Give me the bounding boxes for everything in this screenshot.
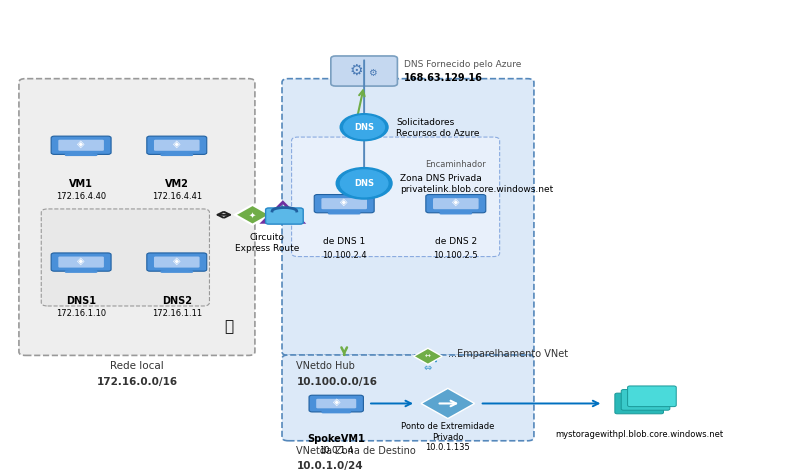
FancyBboxPatch shape (322, 411, 351, 413)
Text: DNS1: DNS1 (66, 296, 96, 306)
FancyBboxPatch shape (65, 153, 98, 156)
FancyBboxPatch shape (622, 390, 670, 410)
Text: Privado: Privado (432, 433, 463, 442)
FancyBboxPatch shape (426, 195, 486, 213)
Polygon shape (442, 211, 470, 213)
FancyBboxPatch shape (328, 212, 361, 214)
FancyBboxPatch shape (51, 253, 111, 271)
Text: Recursos do Azure: Recursos do Azure (396, 128, 479, 138)
Text: 10.0.1.0/24: 10.0.1.0/24 (296, 461, 363, 470)
Text: Encaminhador: Encaminhador (426, 160, 486, 169)
Text: VNetdo Hub: VNetdo Hub (296, 361, 355, 371)
FancyBboxPatch shape (154, 140, 199, 151)
Text: 168.63.129.16: 168.63.129.16 (404, 73, 483, 83)
Text: 172.16.4.41: 172.16.4.41 (152, 192, 202, 201)
FancyBboxPatch shape (291, 137, 500, 257)
Polygon shape (162, 269, 191, 271)
FancyBboxPatch shape (58, 140, 104, 151)
Polygon shape (414, 348, 442, 364)
Text: 🏢: 🏢 (224, 319, 233, 334)
Text: Solicitadores: Solicitadores (396, 118, 454, 127)
Text: VM1: VM1 (69, 179, 93, 189)
FancyBboxPatch shape (282, 78, 534, 355)
Polygon shape (66, 269, 95, 271)
Polygon shape (162, 153, 191, 154)
Text: 10.100.2.5: 10.100.2.5 (434, 251, 478, 260)
Text: de DNS 1: de DNS 1 (323, 237, 366, 246)
Circle shape (344, 116, 385, 139)
Text: 10.0.1.4: 10.0.1.4 (319, 446, 354, 455)
Polygon shape (330, 211, 358, 213)
Text: Ponto de Extremidade: Ponto de Extremidade (401, 423, 494, 431)
Text: ...Emparelhamento VNet: ...Emparelhamento VNet (448, 349, 568, 359)
Text: Express Route: Express Route (234, 244, 299, 253)
Text: 10.100.2.4: 10.100.2.4 (322, 251, 366, 260)
FancyBboxPatch shape (65, 270, 98, 273)
Text: ◈: ◈ (78, 139, 85, 149)
Text: ◈: ◈ (78, 255, 85, 265)
Text: VM2: VM2 (165, 179, 189, 189)
Text: ◈: ◈ (173, 255, 181, 265)
FancyBboxPatch shape (331, 56, 398, 86)
FancyBboxPatch shape (282, 355, 534, 441)
Text: ⚙: ⚙ (368, 68, 376, 78)
FancyBboxPatch shape (147, 136, 206, 154)
Text: ◈: ◈ (452, 197, 459, 207)
FancyBboxPatch shape (147, 253, 206, 271)
Text: 10.100.0.0/16: 10.100.0.0/16 (296, 376, 378, 386)
Text: privatelink.blob.core.windows.net: privatelink.blob.core.windows.net (400, 185, 554, 194)
Polygon shape (66, 153, 95, 154)
FancyBboxPatch shape (628, 386, 676, 407)
Circle shape (336, 168, 392, 199)
Text: VNetda Zona de Destino: VNetda Zona de Destino (296, 446, 416, 456)
Text: ⚙: ⚙ (350, 63, 363, 77)
FancyBboxPatch shape (433, 198, 478, 209)
Polygon shape (235, 205, 270, 225)
Text: ⇔: ⇔ (424, 362, 432, 373)
Text: 10.0.1.135: 10.0.1.135 (426, 443, 470, 452)
Text: ◈: ◈ (333, 397, 340, 407)
Text: DNS Fornecido pelo Azure: DNS Fornecido pelo Azure (404, 60, 522, 69)
FancyBboxPatch shape (58, 257, 104, 267)
FancyBboxPatch shape (161, 153, 193, 156)
Text: Circuito: Circuito (250, 233, 284, 242)
FancyBboxPatch shape (439, 212, 472, 214)
Polygon shape (421, 388, 474, 419)
Text: Rede local: Rede local (110, 361, 164, 371)
Text: DNS: DNS (354, 123, 374, 132)
FancyBboxPatch shape (161, 270, 193, 273)
Text: ◈: ◈ (173, 139, 181, 149)
FancyBboxPatch shape (615, 393, 663, 414)
FancyBboxPatch shape (154, 257, 199, 267)
FancyBboxPatch shape (316, 399, 356, 408)
Text: 172.16.1.10: 172.16.1.10 (56, 309, 106, 318)
Text: ↔: ↔ (425, 353, 431, 359)
FancyBboxPatch shape (266, 208, 303, 224)
Text: 172.16.1.11: 172.16.1.11 (152, 309, 202, 318)
FancyBboxPatch shape (309, 395, 363, 412)
Text: ✦: ✦ (249, 210, 256, 219)
Circle shape (340, 114, 388, 141)
Text: SpokeVM1: SpokeVM1 (307, 434, 365, 444)
Text: DNS2: DNS2 (162, 296, 192, 306)
FancyBboxPatch shape (51, 136, 111, 154)
Text: ◈: ◈ (341, 197, 348, 207)
Circle shape (341, 170, 388, 197)
Text: 172.16.4.40: 172.16.4.40 (56, 192, 106, 201)
Text: DNS: DNS (354, 179, 374, 188)
FancyBboxPatch shape (322, 198, 367, 209)
Text: mystoragewithpl.blob.core.windows.net: mystoragewithpl.blob.core.windows.net (555, 430, 723, 439)
Text: Zona DNS Privada: Zona DNS Privada (400, 174, 482, 183)
Text: 172.16.0.0/16: 172.16.0.0/16 (96, 376, 178, 386)
Text: de DNS 2: de DNS 2 (434, 237, 477, 246)
FancyBboxPatch shape (19, 78, 255, 355)
FancyBboxPatch shape (42, 209, 210, 306)
Polygon shape (323, 410, 349, 412)
FancyBboxPatch shape (314, 195, 374, 213)
